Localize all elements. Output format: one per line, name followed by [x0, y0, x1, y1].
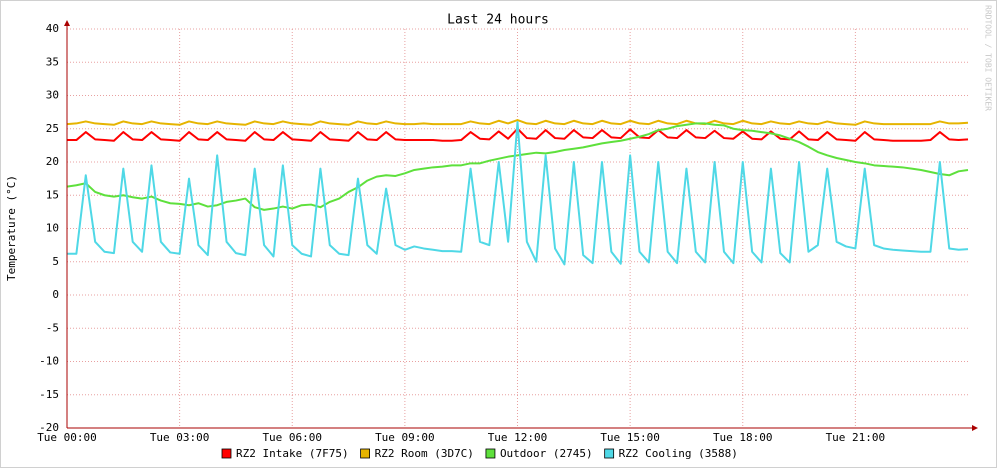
grid-layer: -20 -15 -10 -5 0 5 10 15 20 25 30 35 40 Tue 00:00 Tue …: [37, 22, 968, 444]
legend: RZ2 Intake (7F75) RZ2 Room (3D7C) Outdoor …: [221, 447, 738, 460]
x-tick-label: Tue 00:00: [37, 431, 97, 444]
x-tick-label: Tue 03:00: [150, 431, 210, 444]
legend-swatch: [360, 448, 370, 459]
series-line: [66, 119, 969, 126]
y-tick-label: 5: [52, 255, 59, 268]
legend-label: RZ2 Cooling (3588): [619, 447, 738, 460]
y-tick-label: 20: [46, 155, 59, 168]
y-tick-label: 0: [52, 288, 59, 301]
plot-layer: [66, 119, 969, 266]
x-tick-label: Tue 09:00: [375, 431, 435, 444]
y-tick-label: 10: [46, 222, 59, 235]
legend-label: Outdoor (2745): [500, 447, 593, 460]
y-tick-label: -20: [39, 421, 59, 434]
legend-label: RZ2 Room (3D7C): [375, 447, 474, 460]
chart-title: Last 24 hours: [447, 13, 549, 28]
y-tick-label: -5: [46, 321, 59, 334]
series-line: [66, 122, 969, 211]
x-axis-arrow: [972, 425, 978, 431]
y-tick-label: -10: [39, 355, 59, 368]
legend-label: RZ2 Intake (7F75): [236, 447, 349, 460]
series-line: [67, 121, 969, 266]
y-axis-arrow: [64, 20, 70, 26]
x-tick-label: Tue 12:00: [488, 431, 548, 444]
y-tick-label: 30: [46, 89, 59, 102]
x-tick-label: Tue 21:00: [826, 431, 886, 444]
x-tick-label: Tue 15:00: [600, 431, 660, 444]
y-tick-label: 40: [46, 22, 59, 35]
legend-swatch: [485, 448, 496, 459]
watermark: RRDTOOL / TOBI OETIKER: [984, 5, 993, 111]
y-axis-label: Temperature (°C): [5, 175, 18, 281]
x-tick-label: Tue 06:00: [262, 431, 322, 444]
legend-swatch: [221, 448, 232, 459]
legend-swatch: [604, 448, 615, 459]
x-tick-label: Tue 18:00: [713, 431, 773, 444]
y-tick-label: 25: [46, 122, 59, 135]
y-tick-label: 15: [46, 188, 59, 201]
y-tick-label: -15: [39, 388, 59, 401]
y-tick-label: 35: [46, 55, 59, 68]
